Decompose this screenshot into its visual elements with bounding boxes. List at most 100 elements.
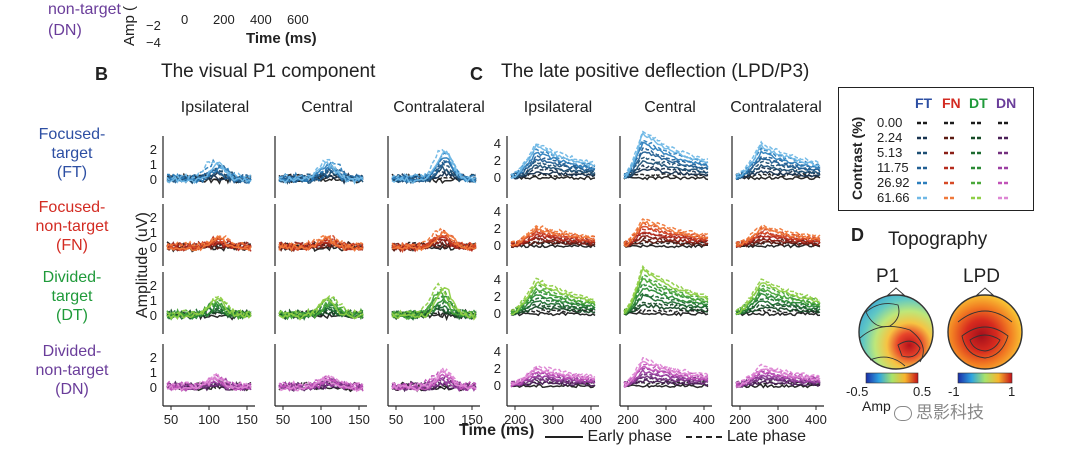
early-phase-trace [623, 220, 709, 248]
early-phase-trace [510, 281, 596, 316]
early-phase-trace [510, 175, 596, 181]
early-phase-trace [735, 143, 821, 179]
topomap-lpd-label: LPD [963, 266, 1000, 287]
early-phase-trace [623, 287, 709, 314]
panel-b-letter: B [95, 64, 108, 84]
panel-d-title: Topography [888, 229, 988, 250]
erp-subplot [387, 272, 477, 334]
topomap-p1-head [858, 287, 934, 370]
y-tick-label: 2 [150, 350, 157, 365]
y-tick-label: 0 [150, 172, 157, 187]
early-phase-trace [623, 383, 709, 389]
early-phase-trace [735, 287, 821, 315]
legend-head-dn: DN [996, 95, 1017, 111]
late-phase-trace [623, 139, 709, 177]
panel-b-title: The visual P1 component [161, 61, 376, 82]
late-phase-trace [166, 371, 252, 388]
late-phase-trace [166, 307, 252, 318]
erp-subplot [731, 136, 821, 198]
early-phase-trace [391, 150, 477, 185]
y-tick-label: 2 [494, 221, 501, 236]
x-tick-label: 150 [236, 412, 258, 427]
early-phase-trace [623, 175, 709, 181]
x-tick-label: 300 [542, 412, 564, 427]
erp-subplot [274, 272, 364, 334]
colorbar-p1-min: -0.5 [846, 384, 869, 399]
top-strip-y-tick: −4 [146, 35, 161, 50]
colorbar-p1 [865, 372, 919, 384]
early-phase-trace [735, 230, 821, 248]
contrast-level: 0.00 [877, 115, 903, 130]
early-phase-swatch [545, 435, 583, 438]
late-phase-trace [735, 230, 821, 245]
top-strip-x-tick: 0 [181, 12, 189, 27]
condition-label-line: (FT) [56, 164, 88, 181]
y-tick-label: 0 [150, 380, 157, 395]
erp-subplot: 210 50 100 150 [150, 344, 258, 427]
early-phase-trace [510, 305, 596, 316]
contrast-legend: Contrast (%) FT FN DT DN 0.00 2.24 5.13 … [838, 87, 1034, 211]
late-phase-trace [278, 158, 364, 181]
late-phase-trace [623, 274, 709, 312]
late-phase-trace [391, 227, 477, 250]
late-phase-trace [735, 140, 820, 176]
early-phase-trace [623, 277, 709, 315]
late-phase-trace [735, 284, 821, 313]
condition-label-line: (DT) [56, 307, 88, 324]
x-tick-label: 150 [461, 412, 483, 427]
top-strip-x-tick: 600 [287, 12, 309, 27]
condition-label-line: Focused- [38, 199, 106, 216]
contrast-level: 5.13 [877, 145, 903, 160]
y-tick-label: 0 [494, 170, 501, 185]
erp-subplot [619, 204, 709, 266]
condition-label-line: target [51, 288, 93, 305]
panel-b-col-central: Central [301, 99, 353, 116]
late-phase-trace [623, 164, 709, 177]
early-phase-trace [166, 161, 252, 185]
early-phase-trace [623, 311, 709, 317]
y-tick-label: 4 [494, 204, 501, 219]
y-tick-label: 1 [150, 225, 157, 240]
early-phase-trace [735, 380, 821, 389]
erp-subplot: 50 100 150 [387, 344, 483, 427]
early-phase-trace [510, 287, 596, 314]
late-phase-label: Late phase [726, 428, 807, 445]
late-phase-trace [391, 365, 477, 388]
late-phase-trace [278, 234, 364, 250]
top-strip-condition-line: (DN) [48, 22, 82, 39]
early-phase-trace [510, 225, 596, 247]
top-strip-y-tick: −2 [146, 18, 161, 33]
early-phase-trace [510, 294, 596, 316]
late-phase-trace [623, 301, 709, 313]
early-phase-trace [510, 377, 596, 387]
late-phase-trace [278, 159, 364, 182]
x-tick-label: 100 [198, 412, 220, 427]
colorbar-lpd-min: -1 [948, 384, 960, 399]
early-phase-trace [623, 360, 709, 388]
x-tick-label: 200 [729, 412, 751, 427]
early-phase-trace [511, 151, 596, 179]
legend-head-dt: DT [969, 95, 988, 111]
colorbar-scale-label: Amp [862, 398, 891, 414]
y-tick-label: 1 [150, 293, 157, 308]
early-phase-trace [623, 368, 709, 388]
legend-head-ft: FT [915, 95, 933, 111]
y-tick-label: 4 [494, 344, 501, 359]
early-phase-trace [510, 143, 596, 180]
erp-subplot [619, 130, 709, 198]
early-phase-trace [278, 241, 364, 251]
late-phase-trace [391, 370, 477, 389]
x-tick-label: 50 [164, 412, 178, 427]
early-phase-trace [735, 175, 821, 181]
erp-subplot [274, 204, 364, 266]
colorbar-p1-max: 0.5 [913, 384, 932, 399]
panel-c-col-ipsilateral: Ipsilateral [523, 99, 593, 116]
y-tick-label: 0 [494, 238, 501, 253]
panel-c-col-central: Central [644, 99, 696, 116]
x-tick-label: 200 [617, 412, 639, 427]
y-tick-label: 2 [150, 210, 157, 225]
early-phase-trace [623, 231, 709, 246]
erp-subplot: 200 300 400 [729, 344, 827, 427]
x-tick-label: 200 [504, 412, 526, 427]
